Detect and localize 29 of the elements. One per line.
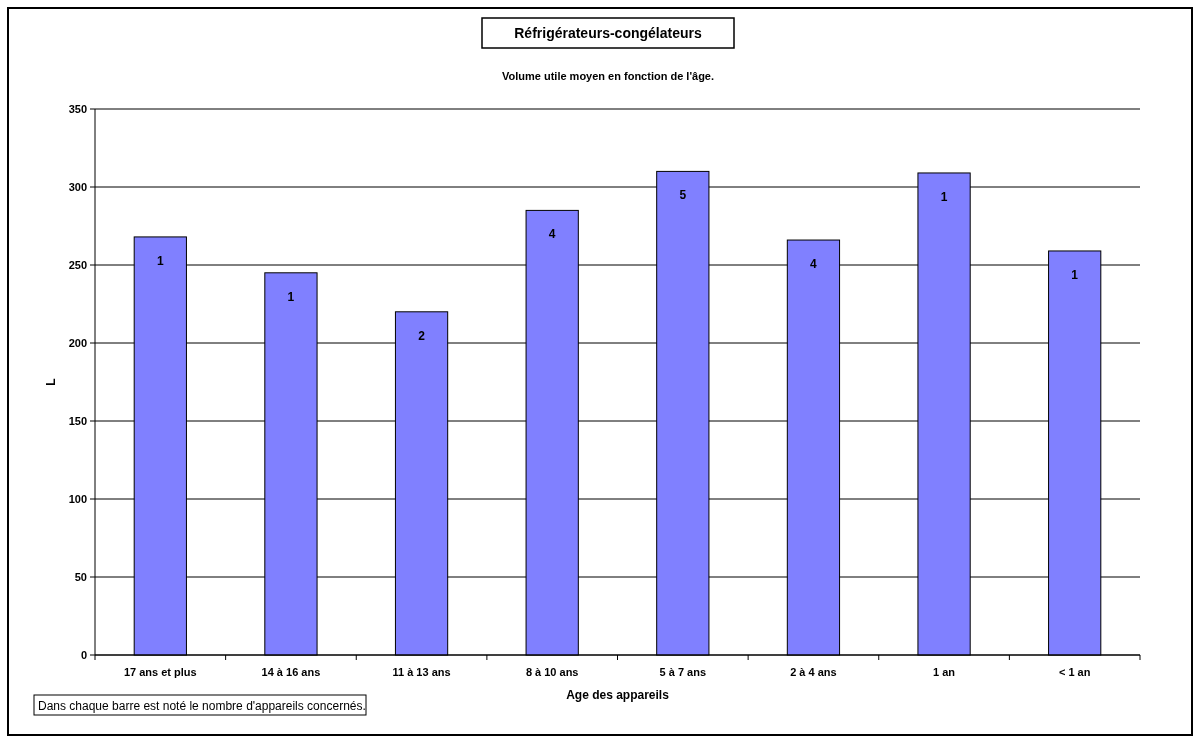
y-axis-title: L (44, 378, 58, 386)
y-tick-label: 250 (68, 259, 87, 271)
x-tick-label: < 1 an (1058, 666, 1091, 678)
chart-subtitle: Volume utile moyen en fonction de l'âge. (501, 70, 715, 82)
x-tick-label: 1 an (933, 666, 956, 678)
x-tick-label: 8 à 10 ans (525, 666, 579, 678)
x-tick-label: 14 à 16 ans (261, 666, 321, 678)
annotation: 1 (287, 289, 295, 304)
annotation: 2 (418, 328, 426, 343)
y-tick-label: 100 (68, 493, 87, 505)
x-tick-label: 5 à 7 ans (659, 666, 707, 678)
y-tick-label: 50 (74, 571, 87, 583)
y-tick-label: 150 (68, 415, 87, 427)
annotation: 1 (156, 253, 164, 268)
annotation: 4 (810, 257, 818, 272)
annotation: 1 (1071, 267, 1079, 282)
y-tick-label: 350 (68, 103, 87, 115)
x-axis-title: Age des appareils (566, 688, 670, 702)
text: Dans chaque barre est noté le nombre d'appareils concernés. (38, 699, 366, 713)
y-tick-label: 0 (80, 649, 87, 661)
annotation: 1 (940, 189, 948, 204)
annotation: 5 (679, 188, 687, 203)
x-tick-label: 17 ans et plus (123, 666, 197, 678)
x-tick-label: 11 à 13 ans (392, 666, 451, 678)
annotation: 4 (548, 227, 556, 242)
chart-title: Réfrigérateurs-congélateurs (514, 25, 702, 41)
x-tick-label: 2 à 4 ans (790, 666, 837, 678)
y-tick-label: 300 (68, 181, 87, 193)
y-tick-label: 200 (68, 337, 87, 349)
